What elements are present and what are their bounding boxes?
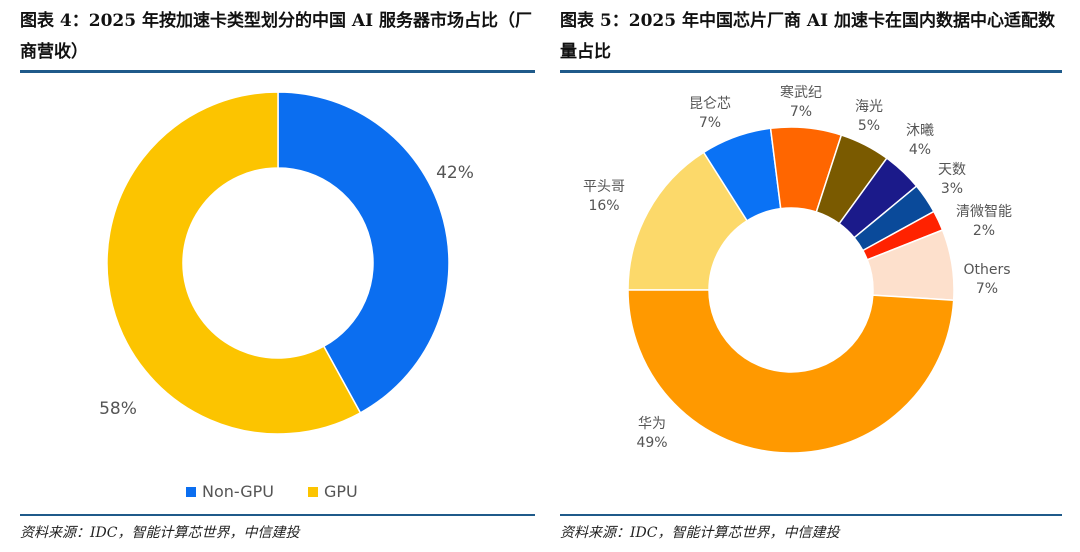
slice-value-label: 5% [858, 118, 880, 134]
slice-name-label: 沐曦 [906, 123, 934, 139]
slice-Non-GPU [277, 91, 450, 414]
source-rule-right [560, 514, 1062, 516]
slice-name-label: 清微智能 [956, 204, 1012, 220]
legend-label-Non-GPU: Non-GPU [202, 482, 274, 501]
slice-value-label: 16% [588, 198, 619, 214]
slice-name-label: 华为 [638, 416, 666, 432]
chart4-source: 资料来源：IDC，智能计算芯世界，中信建投 [20, 525, 300, 541]
slice-value-label: 49% [636, 435, 667, 451]
slice-GPU [106, 91, 362, 435]
slice-平头哥 [627, 151, 749, 291]
slice-value-label: 7% [790, 104, 812, 120]
slice-value-label: 7% [699, 115, 721, 131]
slice-name-label: 平头哥 [583, 179, 625, 195]
slice-value-label: 42% [436, 163, 474, 183]
slice-value-label: 3% [941, 181, 963, 197]
slice-value-label: 4% [909, 142, 931, 158]
legend-swatch-GPU [308, 487, 318, 497]
chart5-source: 资料来源：IDC，智能计算芯世界，中信建投 [560, 525, 840, 541]
title-rule-left [20, 70, 535, 73]
slice-value-label: 58% [99, 399, 137, 419]
legend-label-GPU: GPU [324, 482, 358, 501]
legend-swatch-Non-GPU [186, 487, 196, 497]
slice-value-label: 7% [976, 281, 998, 297]
slice-name-label: 天数 [938, 162, 966, 178]
source-rule-left [20, 514, 535, 516]
slice-name-label: Others [963, 262, 1010, 278]
slice-value-label: 2% [973, 223, 995, 239]
chart5-title: 图表 5：2025 年中国芯片厂商 AI 加速卡在国内数据中心适配数量占比 [560, 11, 1055, 62]
slice-name-label: 昆仑芯 [689, 96, 731, 112]
slice-华为 [627, 289, 955, 454]
chart4-title: 图表 4：2025 年按加速卡类型划分的中国 AI 服务器市场占比（厂商营收） [20, 11, 532, 62]
slice-name-label: 寒武纪 [780, 84, 822, 101]
title-rule-right [560, 70, 1062, 73]
slice-name-label: 海光 [855, 99, 883, 115]
